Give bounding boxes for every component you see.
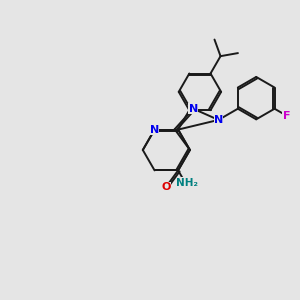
FancyBboxPatch shape bbox=[214, 115, 224, 125]
Text: N: N bbox=[214, 115, 223, 125]
FancyBboxPatch shape bbox=[282, 110, 291, 121]
Text: N: N bbox=[188, 104, 198, 114]
FancyBboxPatch shape bbox=[150, 124, 160, 135]
FancyBboxPatch shape bbox=[178, 177, 196, 188]
Text: F: F bbox=[283, 111, 290, 121]
Text: NH₂: NH₂ bbox=[176, 178, 198, 188]
FancyBboxPatch shape bbox=[188, 103, 198, 114]
Text: O: O bbox=[161, 182, 170, 192]
Text: N: N bbox=[150, 124, 159, 135]
FancyBboxPatch shape bbox=[161, 182, 171, 193]
